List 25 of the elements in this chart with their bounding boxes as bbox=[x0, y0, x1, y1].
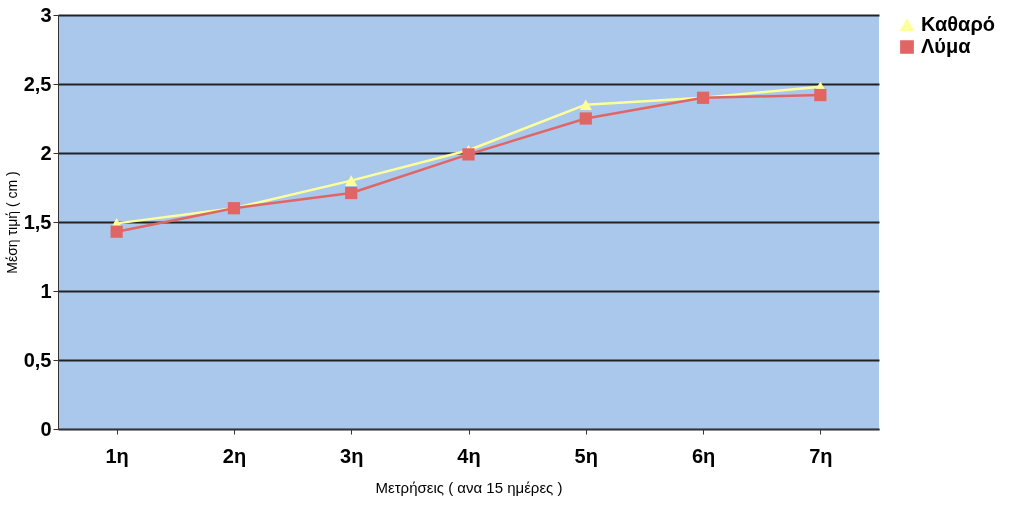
x-tick-label: 1η bbox=[105, 444, 129, 467]
x-tick-label: 6η bbox=[691, 444, 716, 467]
point bbox=[345, 175, 358, 186]
y-tick-label: 1 bbox=[40, 279, 52, 302]
point bbox=[814, 88, 827, 102]
legend-label: Λύμα bbox=[921, 35, 972, 57]
y-tick-label: 2 bbox=[40, 141, 52, 164]
y-axis-title: Μέση τιμή ( cm ) bbox=[3, 171, 20, 274]
point bbox=[579, 112, 592, 125]
point bbox=[345, 186, 358, 200]
y-tick-label: 3 bbox=[40, 3, 52, 26]
x-axis-title: Μετρήσεις ( ανα 15 ημέρες ) bbox=[375, 478, 563, 496]
x-tick-label: 7η bbox=[809, 444, 833, 467]
y-tick-label: 0,5 bbox=[23, 348, 52, 371]
y-tick-label: 1,5 bbox=[23, 210, 52, 233]
y-tick-label: 2,5 bbox=[23, 72, 52, 95]
point bbox=[579, 99, 592, 110]
point bbox=[110, 225, 123, 238]
x-tick-label: 4η bbox=[457, 444, 481, 467]
point bbox=[462, 148, 475, 161]
y-tick-label: 0 bbox=[40, 417, 52, 440]
legend-label: Καθαρό bbox=[921, 13, 995, 35]
x-tick-label: 5η bbox=[574, 444, 598, 467]
x-tick-label: 3η bbox=[340, 444, 364, 467]
x-tick-label: 2η bbox=[222, 444, 247, 467]
